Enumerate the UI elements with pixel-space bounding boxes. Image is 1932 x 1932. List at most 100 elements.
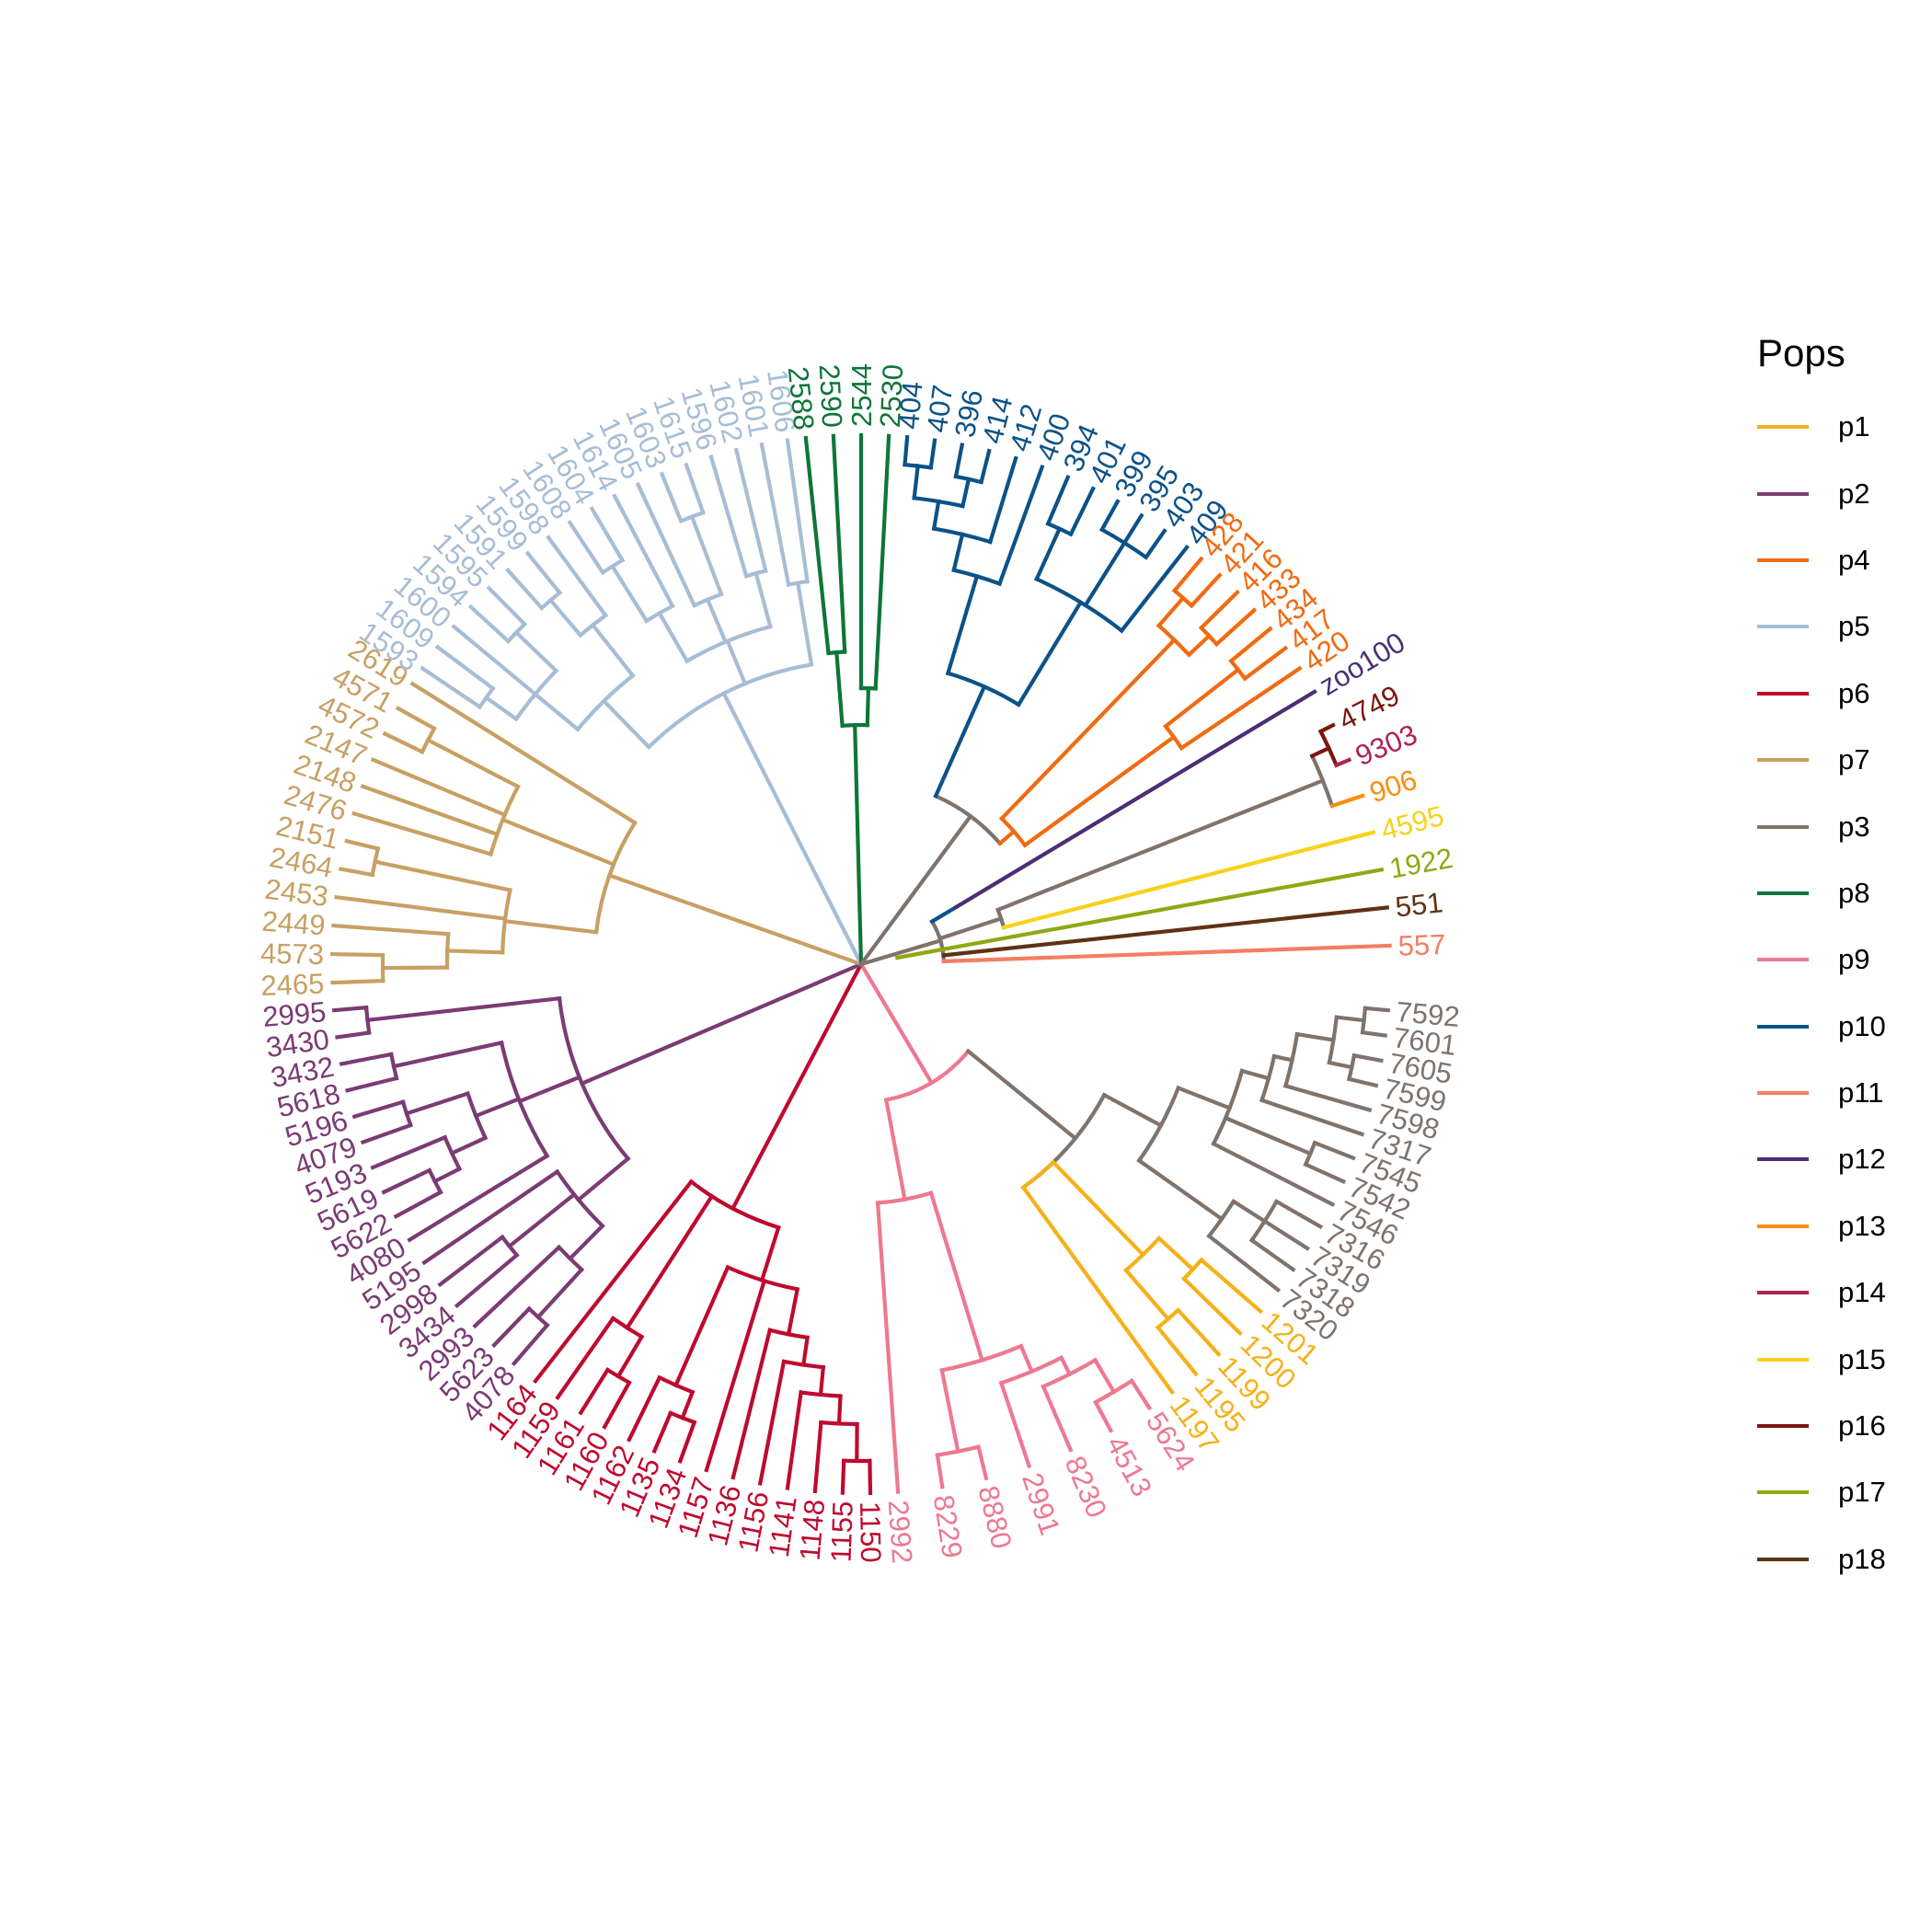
branch bbox=[928, 438, 937, 470]
branch bbox=[404, 1090, 471, 1117]
branch bbox=[360, 1122, 413, 1145]
branch bbox=[533, 1179, 695, 1385]
branch bbox=[757, 1359, 787, 1486]
branch bbox=[708, 454, 749, 579]
legend-swatch bbox=[1757, 1091, 1809, 1096]
legend-label: p17 bbox=[1838, 1476, 1886, 1509]
branch bbox=[795, 581, 814, 667]
branch bbox=[555, 1316, 616, 1400]
branch bbox=[1171, 556, 1204, 593]
legend-item-p15: p15 bbox=[1757, 1326, 1923, 1392]
branch bbox=[1045, 474, 1071, 527]
branch bbox=[339, 1052, 394, 1066]
branch bbox=[370, 1134, 448, 1170]
branch bbox=[578, 1367, 611, 1416]
legend-swatch bbox=[1757, 1291, 1809, 1295]
legend-label: p14 bbox=[1838, 1276, 1886, 1309]
branch bbox=[883, 1098, 907, 1202]
branch bbox=[873, 433, 891, 691]
branch bbox=[382, 730, 425, 755]
branch bbox=[1098, 499, 1121, 533]
phylogenetic-tree: 7592760176057599759873177545754275467316… bbox=[260, 363, 1461, 1565]
branch-arc bbox=[465, 1090, 489, 1141]
tip-label: 906 bbox=[1365, 764, 1420, 810]
legend-label: p3 bbox=[1838, 810, 1870, 843]
branch bbox=[785, 438, 810, 584]
branch bbox=[338, 867, 375, 878]
branch-arc bbox=[933, 793, 1003, 846]
branch bbox=[483, 695, 520, 722]
branch bbox=[912, 464, 921, 500]
legend-item-p6: p6 bbox=[1757, 661, 1923, 727]
branch bbox=[1259, 1098, 1365, 1137]
branch-arc bbox=[743, 568, 768, 579]
branch bbox=[331, 923, 451, 937]
branch bbox=[391, 1040, 504, 1069]
legend-swatch bbox=[1757, 1424, 1809, 1429]
branch bbox=[409, 681, 638, 826]
legend-item-p17: p17 bbox=[1757, 1459, 1923, 1525]
branch bbox=[1175, 1085, 1233, 1111]
branch bbox=[1156, 595, 1186, 629]
branch-arc bbox=[442, 1134, 463, 1172]
branch bbox=[1282, 1083, 1373, 1113]
tip-label: 404 bbox=[892, 380, 928, 431]
branch bbox=[1309, 745, 1332, 759]
branch bbox=[473, 1096, 522, 1119]
branch bbox=[1018, 1343, 1035, 1374]
branch bbox=[941, 905, 1390, 958]
branch bbox=[431, 1166, 463, 1184]
branch bbox=[705, 596, 729, 645]
branch-arc bbox=[684, 624, 773, 664]
legend: Pops p1 p2 p4 p5 p6 p7 p3 p8 p9 p10 p11 p12 p13 p14 p1… bbox=[1757, 331, 1923, 1593]
branch bbox=[615, 1334, 645, 1379]
branch bbox=[351, 811, 494, 857]
branch bbox=[1363, 1006, 1391, 1013]
tip-label: 8229 bbox=[927, 1492, 969, 1560]
legend-label: p10 bbox=[1838, 1009, 1886, 1042]
branch-arc bbox=[1211, 1068, 1245, 1147]
branch bbox=[1198, 589, 1240, 631]
branch bbox=[1351, 1052, 1384, 1064]
branch bbox=[547, 597, 583, 638]
branch bbox=[486, 585, 528, 627]
branch bbox=[1175, 1307, 1222, 1357]
branch-arc bbox=[883, 1048, 972, 1102]
branch bbox=[1058, 1354, 1073, 1377]
branch-arc bbox=[945, 671, 1022, 707]
branch bbox=[858, 937, 943, 967]
branch-arc bbox=[1136, 1085, 1181, 1164]
branch-arc bbox=[998, 1354, 1064, 1386]
branch bbox=[1186, 633, 1213, 658]
branch bbox=[1213, 607, 1258, 648]
branch bbox=[953, 443, 965, 479]
branch bbox=[1271, 1053, 1295, 1063]
tip-label: 1155 bbox=[824, 1501, 858, 1563]
branch-arc bbox=[929, 918, 947, 964]
legend-item-p4: p4 bbox=[1757, 527, 1923, 593]
branch bbox=[951, 532, 965, 573]
branch bbox=[875, 1201, 901, 1494]
tip-label: 1150 bbox=[854, 1501, 887, 1563]
branch bbox=[831, 433, 847, 654]
legend-item-p9: p9 bbox=[1757, 926, 1923, 993]
legend-label: p2 bbox=[1838, 477, 1870, 510]
branch bbox=[1303, 1161, 1347, 1184]
branch bbox=[730, 1328, 773, 1480]
branch bbox=[567, 1223, 605, 1261]
branch bbox=[680, 1389, 696, 1420]
branch bbox=[996, 465, 1045, 587]
legend-item-p10: p10 bbox=[1757, 994, 1923, 1060]
branch bbox=[836, 1394, 843, 1426]
branch bbox=[546, 535, 609, 618]
branch bbox=[360, 784, 500, 837]
legend-item-p18: p18 bbox=[1757, 1526, 1923, 1593]
branch bbox=[1228, 626, 1273, 664]
legend-label: p18 bbox=[1838, 1542, 1886, 1575]
legend-swatch bbox=[1757, 824, 1809, 829]
branch-arc bbox=[725, 1264, 800, 1292]
branch bbox=[535, 1267, 585, 1320]
tip-label: 4595 bbox=[1377, 799, 1447, 846]
branch bbox=[606, 872, 864, 967]
branch bbox=[853, 722, 864, 967]
